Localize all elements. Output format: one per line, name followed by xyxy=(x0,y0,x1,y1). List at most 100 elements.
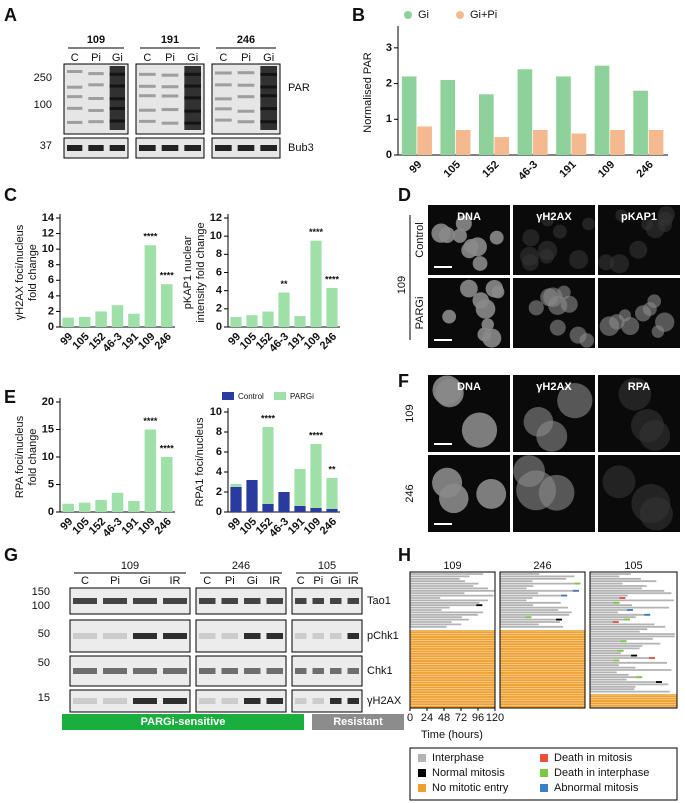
nucleus xyxy=(609,254,630,274)
no-entry-block xyxy=(500,630,585,708)
group-label: 109 xyxy=(87,34,105,46)
bar xyxy=(128,501,140,512)
x-tick-label: 48 xyxy=(438,712,450,724)
antibody-label: pChk1 xyxy=(367,630,399,642)
nucleus xyxy=(536,420,568,452)
lane-label: Pi xyxy=(225,575,235,587)
nucleus xyxy=(539,248,555,264)
bar xyxy=(594,65,610,155)
y-axis-label: fold change xyxy=(27,244,39,301)
y-axis-label: pKAP1 nuclear xyxy=(182,235,194,309)
significance: **** xyxy=(143,416,158,426)
band xyxy=(330,633,342,639)
band xyxy=(347,698,359,704)
y-tick-label: 6 xyxy=(48,274,54,286)
y-tick-label: 2 xyxy=(48,305,54,317)
nucleus xyxy=(639,497,673,531)
band xyxy=(260,145,277,151)
bar xyxy=(326,478,338,512)
panel-label: B xyxy=(352,5,365,25)
band xyxy=(244,598,261,604)
lane-label: Gi xyxy=(112,52,123,64)
antibody-label: γH2AX xyxy=(367,695,402,707)
band xyxy=(215,145,232,151)
bar xyxy=(78,502,91,512)
significance: **** xyxy=(143,232,158,242)
x-tick-label: 246 xyxy=(152,331,173,352)
band xyxy=(237,83,255,87)
band xyxy=(73,633,97,639)
legend-swatch xyxy=(540,754,548,762)
band xyxy=(215,71,232,75)
blot xyxy=(291,619,363,653)
group-label: 105 xyxy=(318,560,336,572)
band xyxy=(163,698,187,704)
band xyxy=(295,598,307,604)
lane-label: C xyxy=(81,575,89,587)
band xyxy=(139,108,156,112)
panel-frame xyxy=(589,571,678,709)
panel-frame xyxy=(499,571,586,709)
bar xyxy=(479,94,494,155)
legend-label: Control xyxy=(238,392,264,401)
lane-label: C xyxy=(219,52,227,64)
nucleus xyxy=(489,230,504,245)
band xyxy=(295,698,307,704)
x-tick-label: 120 xyxy=(486,712,504,724)
row-label: 109 xyxy=(404,404,416,422)
lane-label: Pi xyxy=(110,575,120,587)
class-label: PARGi-sensitive xyxy=(141,716,226,728)
band xyxy=(73,598,97,604)
antibody-label: Chk1 xyxy=(367,665,393,677)
lane-label: Gi xyxy=(263,52,274,64)
nucleus xyxy=(615,209,628,222)
legend-swatch xyxy=(274,392,286,400)
band xyxy=(244,698,261,704)
bar xyxy=(62,317,74,327)
legend-label: Interphase xyxy=(432,752,484,764)
cell-line-label: 109 xyxy=(396,276,408,294)
panel-label: E xyxy=(4,387,16,407)
nucleus xyxy=(549,319,566,336)
antibody-label: PAR xyxy=(288,82,310,94)
x-tick-label: 109 xyxy=(596,159,617,180)
bar xyxy=(95,499,107,512)
nucleus xyxy=(642,302,657,316)
y-tick-label: 6 xyxy=(216,446,222,458)
nucleus xyxy=(629,240,648,259)
y-tick-label: 0 xyxy=(48,321,54,333)
y-axis-label: fold change xyxy=(27,429,39,486)
nucleus xyxy=(476,478,507,509)
nucleus xyxy=(528,300,544,316)
band xyxy=(237,109,255,113)
lane-label: C xyxy=(71,52,79,64)
bar xyxy=(571,133,587,155)
x-tick-label: 152 xyxy=(480,159,501,180)
band xyxy=(67,145,83,151)
antibody-label: Tao1 xyxy=(367,595,391,607)
nucleus xyxy=(432,375,462,405)
lane-label: Pi xyxy=(91,52,101,64)
band xyxy=(221,633,238,639)
band xyxy=(133,698,157,704)
marker-label: 15 xyxy=(38,692,50,704)
significance: ** xyxy=(280,279,288,289)
band xyxy=(139,119,156,123)
panel-label: C xyxy=(4,185,17,205)
nucleus xyxy=(641,218,654,231)
nucleus xyxy=(582,217,595,231)
bar xyxy=(111,492,124,512)
row-label: 246 xyxy=(404,484,416,502)
bar xyxy=(417,126,432,155)
y-tick-label: 14 xyxy=(42,212,55,224)
nucleus xyxy=(460,279,478,298)
row-label: PARGi xyxy=(414,297,426,330)
band xyxy=(161,108,179,112)
nucleus xyxy=(522,229,540,247)
nucleus xyxy=(452,228,467,243)
band xyxy=(73,698,97,704)
class-bar xyxy=(62,714,304,730)
legend-label: Abnormal mitosis xyxy=(554,782,639,794)
nucleus xyxy=(472,256,488,271)
